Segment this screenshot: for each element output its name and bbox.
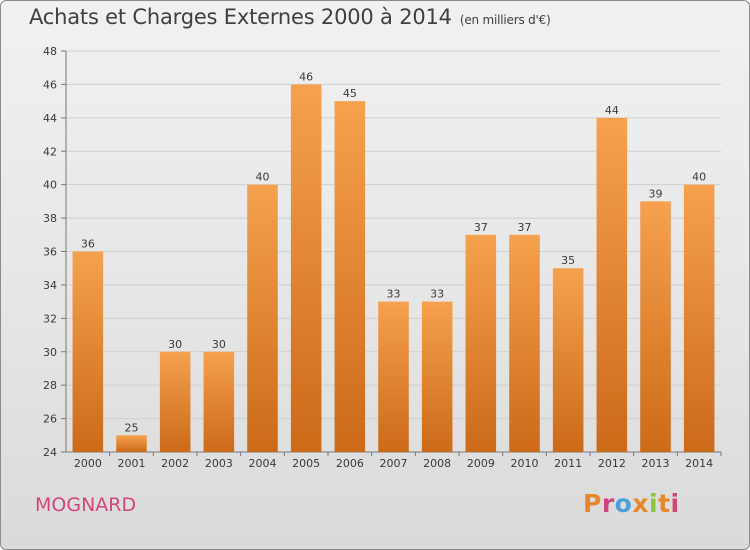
y-tick-label: 46 [43,78,57,91]
bar-2007 [378,301,409,452]
x-tick-label-2014: 2014 [685,457,713,470]
data-label-2005: 46 [299,70,313,83]
bar-2008 [421,301,453,452]
x-tick-label-2005: 2005 [292,457,320,470]
bar-2013 [640,201,671,452]
y-tick-label: 42 [43,145,57,158]
y-tick-label: 36 [43,246,57,259]
commune-name: MOGNARD [35,494,137,516]
x-tick-label-2001: 2001 [118,457,146,470]
x-tick-label-2010: 2010 [511,457,539,470]
data-label-2004: 40 [256,171,270,184]
x-tick-label-2006: 2006 [336,457,364,470]
x-tick-label-2009: 2009 [467,457,495,470]
bars [72,84,715,453]
x-tick-label-2003: 2003 [205,457,233,470]
bar-2000 [72,251,104,452]
y-tick-label: 48 [43,45,57,58]
logo-letter: i [649,489,659,518]
y-tick-label: 40 [43,179,57,192]
bar-2006 [334,101,366,452]
x-tick-label-2013: 2013 [642,457,670,470]
logo-letter: o [614,489,633,518]
chart-title: Achats et Charges Externes 2000 à 2014 (e… [29,5,551,29]
y-tick-label: 26 [43,413,57,426]
bar-2004 [247,184,278,452]
x-tick-label-2011: 2011 [554,457,582,470]
logo-letter: i [670,489,680,518]
bar-2012 [596,117,628,452]
bar-2001 [116,435,147,452]
y-tick-label: 34 [43,279,57,292]
proxiti-logo: Proxiti [583,489,680,518]
y-tick-label: 32 [43,312,57,325]
data-label-2007: 33 [387,288,401,301]
y-tick-label: 38 [43,212,57,225]
chart-title-text: Achats et Charges Externes 2000 à 2014 [29,5,452,29]
x-tick-label-2012: 2012 [598,457,626,470]
x-tick-label-2007: 2007 [380,457,408,470]
bar-2002 [159,351,191,452]
x-tick-label-2002: 2002 [161,457,189,470]
bar-2011 [552,268,584,452]
x-tick-label-2000: 2000 [74,457,102,470]
logo-letter: x [632,489,649,518]
x-tick-label-2008: 2008 [423,457,451,470]
logo-letter: r [601,489,615,518]
y-tick-label: 24 [43,446,57,459]
data-label-2009: 37 [474,221,488,234]
data-label-2001: 25 [125,421,139,434]
y-tick-label: 44 [43,112,57,125]
data-label-2013: 39 [649,187,663,200]
data-label-2006: 45 [343,87,357,100]
y-tick-label: 28 [43,379,57,392]
data-label-2002: 30 [168,338,182,351]
bar-2009 [465,234,497,452]
data-label-2011: 35 [561,254,575,267]
data-label-2008: 33 [430,288,444,301]
data-label-2010: 37 [518,221,532,234]
bar-2003 [203,351,235,452]
y-tick-label: 30 [43,346,57,359]
logo-letter: t [658,489,671,518]
logo-letter: P [583,489,602,518]
data-label-2003: 30 [212,338,226,351]
data-label-2014: 40 [692,171,706,184]
bar-2005 [290,84,322,453]
chart-unit: (en milliers d'€) [459,13,551,27]
data-label-2000: 36 [81,238,95,251]
bar-2014 [683,184,715,452]
data-label-2012: 44 [605,104,619,117]
x-tick-label-2004: 2004 [249,457,277,470]
bar-2010 [509,234,540,452]
labels: 24 26 28 30 32 34 36 38 40 42 44 46 48 36 2000 25 2001 30… [43,45,713,470]
